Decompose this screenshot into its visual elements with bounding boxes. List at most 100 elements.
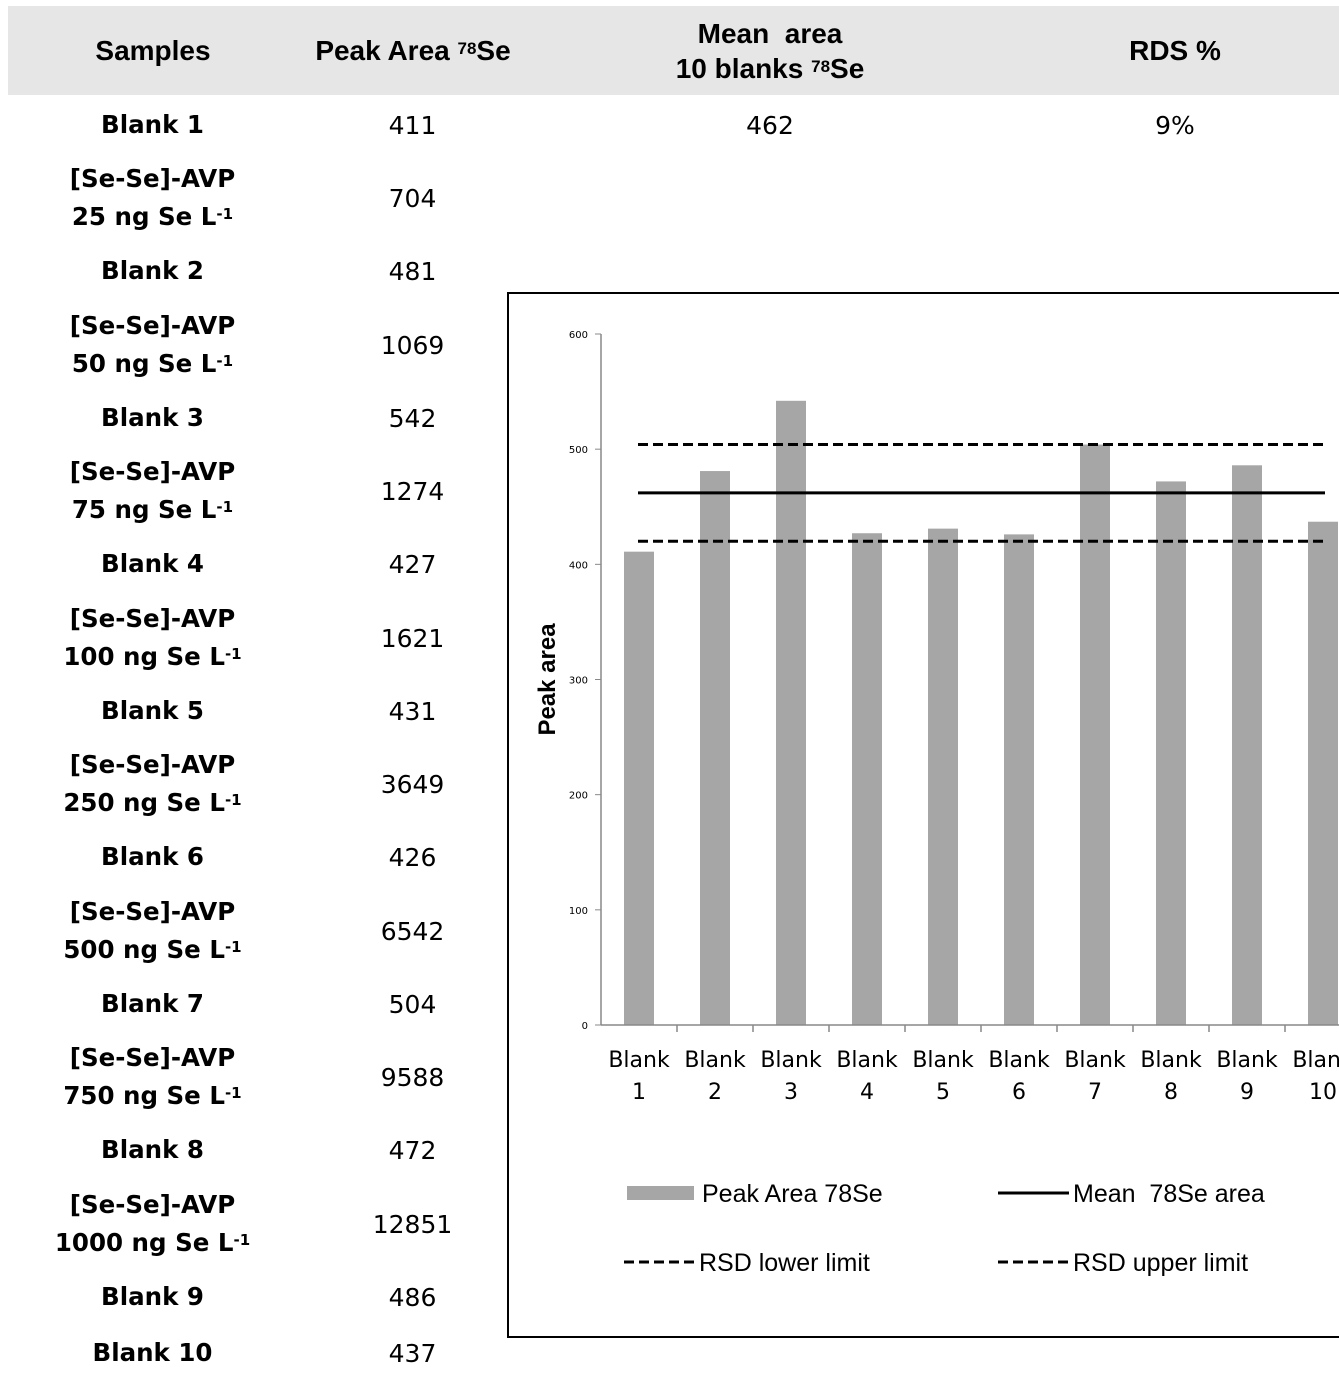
sample-concentration: 750 ng Se L-1 [63, 1077, 241, 1115]
sample-name: Blank 6 [101, 842, 204, 871]
peak-area-cell: 427 [388, 549, 437, 579]
table-row: [Se-Se]-AVP 75 ng Se L-1 1274 [0, 449, 1339, 533]
table-row: Blank 10 437 [0, 1332, 1339, 1374]
peak-area-cell: 472 [388, 1135, 437, 1165]
peak-area-cell: 411 [388, 110, 437, 140]
table-row: [Se-Se]-AVP 50 ng Se L-1 1069 [0, 303, 1339, 387]
table-row: [Se-Se]-AVP 25 ng Se L-1 704 [0, 156, 1339, 240]
sample-concentration-text: 750 ng Se L [63, 1081, 225, 1110]
sample-cell: [Se-Se]-AVP 500 ng Se L-1 [0, 889, 305, 973]
legend-label: RSD lower limit [699, 1249, 870, 1277]
peak-area-cell: 426 [388, 842, 437, 872]
sample-cell: Blank 10 [0, 1332, 305, 1374]
sample-concentration: 75 ng Se L-1 [70, 491, 235, 529]
sample-cell: [Se-Se]-AVP 750 ng Se L-1 [0, 1035, 305, 1119]
sample-name: Blank 8 [101, 1135, 204, 1164]
table-row: Blank 7 504 [0, 983, 1339, 1025]
bar [700, 471, 730, 1025]
header-samples: Samples [8, 6, 298, 95]
sample-concentration-text: 250 ng Se L [63, 788, 225, 817]
peak-area-cell: 431 [388, 696, 437, 726]
header-mean-label: 10 blanks [675, 52, 812, 84]
table-row: Blank 3 542 [0, 397, 1339, 439]
header-mean-area: Mean area 10 blanks 78Se [600, 6, 940, 95]
bar [1308, 521, 1338, 1025]
bar [928, 528, 958, 1025]
x-tick-label: 1 [632, 1080, 646, 1105]
sample-concentration: 1000 ng Se L-1 [55, 1224, 250, 1262]
sample-cell: [Se-Se]-AVP 50 ng Se L-1 [0, 303, 305, 387]
sample-cell: Blank 1 [0, 104, 305, 146]
peak-area-cell: 486 [388, 1282, 437, 1312]
x-tick-label: 3 [784, 1080, 798, 1105]
sample-concentration-exponent: -1 [224, 645, 242, 663]
peak-area-cell: 12851 [372, 1209, 453, 1239]
sample-name: Blank 9 [101, 1282, 204, 1311]
sample-cell: Blank 6 [0, 836, 305, 878]
table-row: [Se-Se]-AVP 250 ng Se L-1 3649 [0, 742, 1339, 826]
y-tick-label: 400 [569, 560, 588, 571]
header-peak-area: Peak Area 78 Se [298, 6, 528, 95]
x-tick-label: 10 [1309, 1080, 1337, 1105]
bar [852, 533, 882, 1025]
table-row: Blank 2 481 [0, 250, 1339, 292]
x-tick-label: Blank [1216, 1048, 1278, 1073]
y-tick-label: 0 [582, 1021, 588, 1032]
peak-area-cell: 9588 [380, 1062, 445, 1092]
y-tick-label: 200 [569, 791, 588, 802]
x-tick-label: 9 [1240, 1080, 1254, 1105]
table-header: Samples Peak Area 78 Se Mean area 10 blan… [8, 6, 1339, 95]
sample-cell: Blank 4 [0, 543, 305, 585]
table-row: [Se-Se]-AVP 1000 ng Se L-1 12851 [0, 1182, 1339, 1266]
peak-area-cell: 1069 [380, 330, 445, 360]
sample-concentration: 25 ng Se L-1 [70, 198, 235, 236]
y-axis-label: Peak area [534, 623, 561, 736]
sample-cell: Blank 8 [0, 1129, 305, 1171]
sample-name: Blank 1 [101, 110, 204, 139]
peak-area-cell: 1621 [380, 623, 445, 653]
sample-name: Blank 7 [101, 989, 204, 1018]
bar [1004, 534, 1034, 1025]
sample-concentration: 250 ng Se L-1 [63, 784, 241, 822]
x-tick-label: Blank [988, 1048, 1050, 1073]
sample-name: [Se-Se]-AVP [69, 164, 236, 193]
x-tick-label: Blank [1292, 1048, 1339, 1073]
sample-cell: [Se-Se]-AVP 25 ng Se L-1 [0, 156, 305, 240]
sample-cell: Blank 7 [0, 983, 305, 1025]
sample-concentration-text: 75 ng Se L [71, 495, 217, 524]
peak-area-cell: 1274 [380, 476, 445, 506]
x-tick-label: 4 [860, 1080, 874, 1105]
sample-concentration-exponent: -1 [224, 1084, 242, 1102]
x-tick-label: Blank [760, 1048, 822, 1073]
legend-swatch-bar [627, 1186, 694, 1200]
x-tick-label: Blank [836, 1048, 898, 1073]
peak-area-cell: 481 [388, 256, 437, 286]
bar [1080, 444, 1110, 1025]
y-tick-label: 500 [569, 445, 588, 456]
sample-concentration-exponent: -1 [233, 1231, 251, 1249]
sample-concentration-exponent: -1 [216, 205, 234, 223]
sample-name: [Se-Se]-AVP [69, 1190, 236, 1219]
sample-concentration-text: 25 ng Se L [71, 202, 217, 231]
table-row: Blank 8 472 [0, 1129, 1339, 1171]
sample-name: [Se-Se]-AVP [69, 1043, 236, 1072]
sample-concentration-exponent: -1 [224, 791, 242, 809]
sample-concentration: 500 ng Se L-1 [63, 931, 241, 969]
table-row: [Se-Se]-AVP 500 ng Se L-1 6542 [0, 889, 1339, 973]
sample-name: Blank 5 [101, 696, 204, 725]
table-row: Blank 6 426 [0, 836, 1339, 878]
header-samples-label: Samples [95, 35, 211, 66]
x-tick-label: 5 [936, 1080, 950, 1105]
sample-cell: [Se-Se]-AVP 1000 ng Se L-1 [0, 1182, 305, 1266]
header-peak-element: Se [476, 35, 511, 66]
peak-area-cell: 542 [388, 403, 437, 433]
x-tick-label: Blank [1064, 1048, 1126, 1073]
legend-label: Mean 78Se area [1073, 1180, 1265, 1208]
sample-concentration-exponent: -1 [216, 352, 234, 370]
sample-concentration: 100 ng Se L-1 [63, 638, 241, 676]
peak-area-cell: 704 [388, 183, 437, 213]
bar [1232, 465, 1262, 1025]
sample-concentration-text: 50 ng Se L [71, 349, 217, 378]
sample-concentration-text: 1000 ng Se L [54, 1228, 234, 1257]
bar [776, 400, 806, 1026]
